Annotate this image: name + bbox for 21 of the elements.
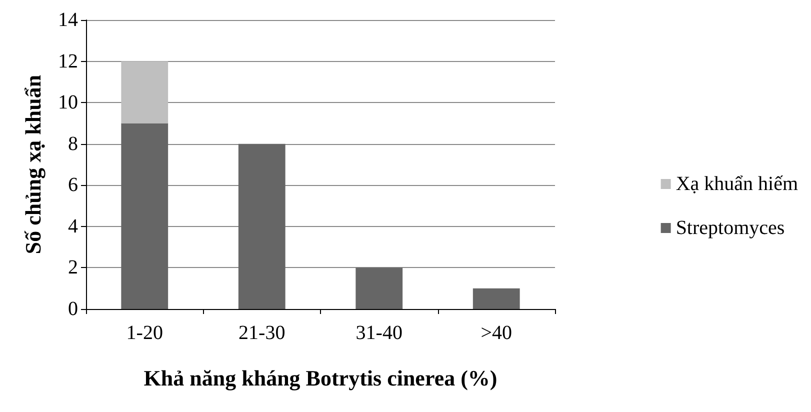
y-tick-label: 12 bbox=[58, 50, 78, 72]
x-axis-title: Khả năng kháng Botrytis cinerea (%) bbox=[144, 366, 498, 390]
x-tick-label: >40 bbox=[480, 322, 512, 344]
y-tick-label: 0 bbox=[68, 298, 78, 320]
y-tick-label: 2 bbox=[68, 256, 78, 279]
y-tick-label: 10 bbox=[58, 92, 78, 114]
x-tick-label: 1-20 bbox=[126, 322, 163, 344]
bar bbox=[472, 288, 520, 309]
y-axis-title: Số chủng xạ khuẩn bbox=[20, 74, 46, 254]
y-tick-label: 14 bbox=[58, 9, 78, 31]
bar bbox=[356, 268, 403, 309]
y-tick-label: 4 bbox=[68, 215, 78, 238]
y-tick-label: 6 bbox=[68, 174, 78, 196]
legend-label: Streptomyces bbox=[676, 217, 785, 239]
x-tick-label: 31-40 bbox=[356, 322, 402, 344]
bar bbox=[238, 144, 286, 309]
y-tick-label: 8 bbox=[68, 132, 78, 155]
bar bbox=[121, 61, 168, 124]
legend-label: Xạ khuẩn hiếm bbox=[676, 173, 798, 195]
x-tick-label: 21-30 bbox=[238, 322, 286, 344]
bar bbox=[121, 123, 168, 309]
